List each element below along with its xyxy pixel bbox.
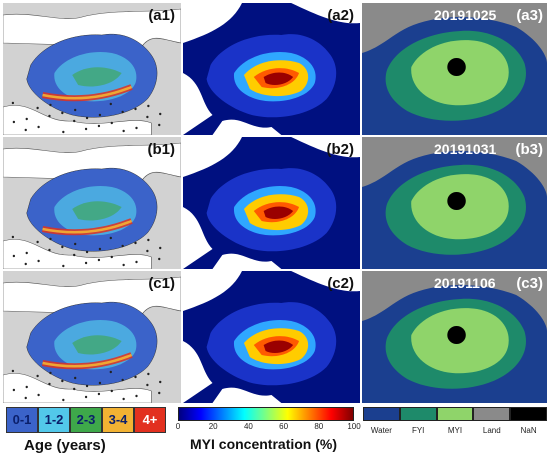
map-image-c1: [3, 271, 181, 403]
date-label: 20191106: [434, 275, 496, 291]
class-swatch-land: [473, 407, 511, 421]
myi-colorbar-title: MYI concentration (%): [190, 436, 338, 452]
class-legend: Water FYI MYI Land NaN: [363, 407, 547, 451]
class-label-land: Land: [482, 426, 501, 435]
map-image-b3: [362, 137, 547, 269]
age-class-2: 2-3: [70, 407, 102, 433]
colorbar-tick: 60: [279, 422, 289, 431]
date-label: 20191031: [434, 141, 497, 157]
age-legend: 0-1 1-2 2-3 3-4 4+ Age (years): [6, 407, 166, 455]
map-image-c2: [183, 271, 360, 403]
age-class-3: 3-4: [102, 407, 134, 433]
panel-label: (a2): [327, 7, 354, 24]
map-image-a3: [362, 3, 547, 135]
class-label-myi: MYI: [447, 426, 463, 435]
map-panel-c2: (c2): [183, 271, 360, 403]
panel-label: (c1): [148, 275, 175, 292]
map-panel-c3: 20191106 (c3): [362, 271, 547, 403]
map-image-a2: [183, 3, 360, 135]
class-swatch-nan: [510, 407, 547, 421]
map-panel-a2: (a2): [183, 3, 360, 135]
map-image-b1: [3, 137, 181, 269]
class-swatch-water: [363, 407, 400, 421]
panel-label: (b1): [147, 141, 176, 158]
map-image-a1: [3, 3, 181, 135]
age-class-1: 1-2: [38, 407, 70, 433]
panel-label: (b3): [515, 141, 544, 158]
panel-label: (c2): [327, 275, 354, 292]
colorbar-tick: 0: [175, 422, 181, 431]
date-label: 20191025: [434, 7, 497, 23]
panel-label: (b2): [326, 141, 355, 158]
panel-label: (a3): [516, 7, 543, 24]
class-label-fyi: FYI: [411, 426, 425, 435]
map-panel-b3: 20191031 (b3): [362, 137, 547, 269]
panel-label: (c3): [516, 275, 543, 292]
age-class-0: 0-1: [6, 407, 38, 433]
class-label-water: Water: [370, 426, 392, 435]
colorbar-tick: 40: [243, 422, 253, 431]
class-swatch-fyi: [399, 407, 437, 421]
age-legend-title: Age (years): [24, 437, 106, 454]
map-panel-a1: (a1): [3, 3, 181, 135]
myi-colorbar: [178, 407, 354, 421]
map-image-b2: [183, 137, 360, 269]
colorbar-tick: 100: [347, 422, 361, 431]
colorbar-tick: 80: [314, 422, 324, 431]
panel-label: (a1): [148, 7, 175, 24]
age-class-4: 4+: [134, 407, 166, 433]
map-panel-b1: (b1): [3, 137, 181, 269]
map-panel-c1: (c1): [3, 271, 181, 403]
myi-colorbar-ticks: 0 20 40 60 80 100: [175, 422, 361, 434]
map-panel-b2: (b2): [183, 137, 360, 269]
map-image-c3: [362, 271, 547, 403]
map-panel-a3: 20191025 (a3): [362, 3, 547, 135]
colorbar-tick: 20: [208, 422, 218, 431]
class-label-nan: NaN: [520, 426, 537, 435]
class-swatch-myi: [436, 407, 474, 421]
